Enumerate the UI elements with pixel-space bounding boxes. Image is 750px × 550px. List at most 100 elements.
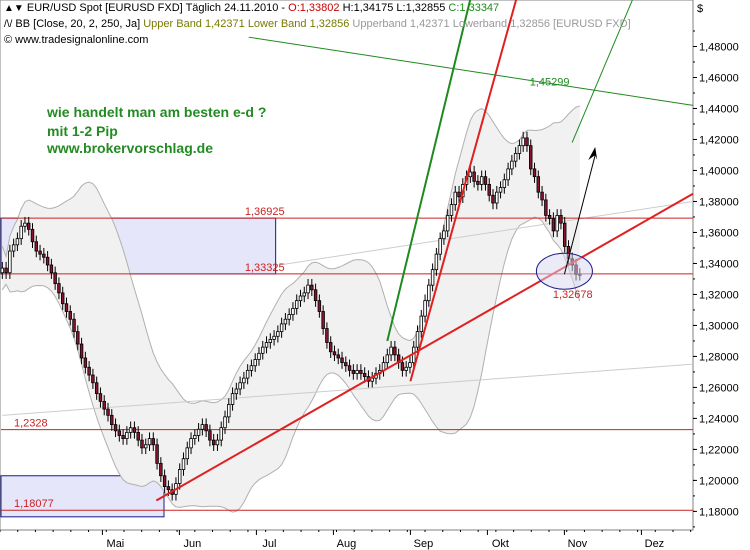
candle-body	[268, 338, 273, 343]
low-level-label: 1,32678	[553, 289, 593, 301]
candle-body	[121, 435, 125, 439]
level-label: 1,33325	[245, 262, 285, 274]
header-band-legend: Upperband 1,42371 Lowerband 1,32856 [EUR…	[352, 18, 631, 30]
y-axis: $1,18000 1,20000 1,22000 1,24000 1,26000 1,28…	[693, 3, 739, 528]
candle-body	[204, 424, 208, 432]
candle-body	[72, 318, 76, 333]
y-tick-label: 1,38000	[699, 196, 739, 208]
candle-body	[559, 215, 563, 224]
candle-body	[445, 215, 450, 232]
candle-body	[408, 362, 412, 368]
y-tick-label: 1,36000	[699, 227, 739, 239]
header-lower-band: Lower Band 1,32856	[247, 18, 350, 30]
candle-body	[532, 168, 537, 178]
candle-body	[427, 284, 431, 302]
x-tick-label: Nov	[568, 538, 588, 550]
candle-body	[242, 377, 246, 384]
projection-arrow-line	[563, 154, 596, 275]
candle-body	[83, 357, 88, 368]
candle-body	[113, 424, 118, 432]
candle-body	[219, 427, 223, 441]
x-tick-label: Jun	[184, 538, 202, 550]
header-instrument-icon: ▲▼	[4, 3, 24, 14]
y-tick-label: 1,26000	[699, 382, 739, 394]
candle-body	[15, 238, 20, 246]
long-trend-line	[279, 200, 694, 266]
candle-body	[261, 346, 265, 354]
candle-body	[196, 428, 201, 436]
candle-body	[295, 300, 299, 309]
candle-body	[19, 225, 23, 240]
candle-body	[336, 354, 340, 359]
candle-body	[340, 357, 344, 364]
candle-body	[332, 351, 337, 356]
candle-body	[430, 269, 435, 286]
candle-body	[162, 475, 167, 488]
candle-body	[94, 382, 99, 395]
candle-body	[498, 187, 503, 193]
y-tick-label: 1,40000	[699, 165, 739, 177]
candle-body	[181, 458, 186, 470]
candle-body	[457, 191, 461, 198]
candle-body	[193, 435, 197, 439]
candle-body	[151, 438, 156, 446]
steep-green-trend-line	[386, 0, 472, 342]
level-label: 1,36925	[245, 206, 285, 218]
candle-body	[98, 393, 103, 402]
candle-body	[513, 153, 518, 162]
green-channel-line	[248, 36, 694, 106]
steep-red-trend-line	[409, 0, 518, 382]
x-tick-label: Mai	[107, 538, 125, 550]
candle-body	[442, 230, 446, 240]
header-line-2: /\/ BB [Close, 20, 2, 250, Ja] Upper Ban…	[4, 18, 631, 30]
candle-body	[102, 400, 106, 410]
x-tick-label: Sep	[414, 538, 434, 550]
candle-body	[287, 314, 291, 320]
candle-body	[510, 160, 514, 170]
candle-body	[215, 439, 220, 446]
candle-body	[34, 241, 39, 252]
long-trend-line	[2, 363, 694, 416]
level-label: 1,18077	[14, 498, 54, 510]
candle-body	[400, 362, 405, 371]
candle-body	[351, 369, 356, 374]
promo-text-3[interactable]: www.brokervorschlag.de	[47, 140, 213, 156]
candle-body	[506, 168, 510, 181]
candle-body	[159, 462, 163, 477]
candle-body	[434, 253, 439, 271]
candle-body	[166, 486, 171, 491]
green-channel-line-2	[571, 0, 633, 143]
candle-body	[68, 311, 72, 320]
candle-body	[53, 272, 57, 284]
upper-band-line	[1, 105, 580, 404]
header-upper-band: Upper Band 1,42371	[143, 18, 245, 30]
candle-body	[302, 292, 306, 297]
y-tick-label: 1,46000	[699, 72, 739, 84]
candle-body	[60, 292, 65, 305]
candle-body	[393, 346, 397, 356]
candle-body	[155, 444, 159, 464]
candle-body	[389, 346, 393, 356]
x-tick-label: Jul	[262, 538, 276, 550]
candle-body	[144, 444, 148, 449]
candle-body	[64, 303, 69, 312]
arrow-head-icon	[588, 146, 598, 160]
candle-body	[423, 300, 427, 317]
candle-body	[529, 145, 533, 170]
promo-text-2: mit 1-2 Pip	[47, 123, 118, 139]
level-label: 1,2328	[14, 418, 48, 430]
candle-body	[200, 424, 205, 430]
candle-body	[272, 335, 276, 340]
candle-body	[211, 439, 216, 446]
candle-body	[49, 264, 54, 274]
candle-body	[419, 315, 424, 333]
header-date: 24.11.2010	[224, 2, 279, 14]
candle-body	[87, 366, 91, 376]
header-instrument: EUR/USD Spot [EURUSD FXD] Täglich	[26, 2, 222, 14]
highlight-circle	[535, 252, 593, 290]
candle-body	[91, 374, 95, 384]
candle-body	[23, 222, 27, 227]
candle-body	[234, 388, 239, 395]
candle-body	[453, 191, 457, 205]
